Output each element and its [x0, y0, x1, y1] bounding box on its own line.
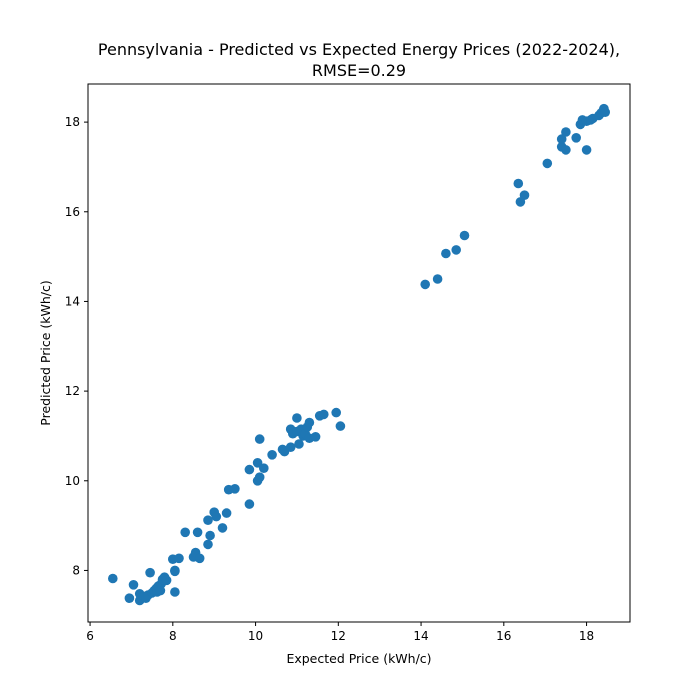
- x-tick-label: 16: [496, 629, 511, 643]
- x-tick-label: 18: [579, 629, 594, 643]
- data-point: [304, 417, 315, 428]
- data-point: [294, 439, 304, 449]
- data-point: [170, 565, 180, 576]
- y-axis-label: Predicted Price (kWh/c): [38, 280, 53, 425]
- y-tick-label: 8: [72, 563, 80, 577]
- data-point: [542, 158, 553, 169]
- y-tick-label: 18: [65, 115, 80, 129]
- data-point: [108, 573, 118, 584]
- x-tick-label: 14: [413, 629, 428, 643]
- data-point: [451, 245, 462, 255]
- data-point: [254, 434, 265, 444]
- data-point: [259, 463, 269, 474]
- data-point: [170, 587, 180, 597]
- data-point: [221, 508, 232, 518]
- data-point: [285, 442, 296, 453]
- data-point: [561, 127, 571, 137]
- data-point: [519, 190, 530, 200]
- x-axis-ticks: 6 8 10 12 14 16 18: [86, 622, 594, 643]
- data-point: [441, 248, 451, 259]
- x-axis-label: Expected Price (kWh/c): [286, 651, 431, 666]
- data-point: [292, 413, 302, 423]
- data-point: [581, 145, 592, 155]
- data-point: [459, 230, 470, 241]
- data-point: [244, 464, 255, 475]
- data-point: [161, 575, 172, 586]
- data-point: [194, 553, 205, 564]
- data-point: [230, 484, 240, 494]
- data-point: [561, 145, 571, 155]
- x-tick-label: 12: [331, 629, 346, 643]
- x-tick-label: 6: [86, 629, 94, 643]
- y-tick-label: 14: [65, 294, 80, 308]
- data-point: [192, 527, 203, 538]
- data-point: [335, 421, 346, 431]
- x-tick-label: 8: [169, 629, 177, 643]
- y-tick-label: 16: [65, 205, 80, 219]
- y-tick-label: 12: [65, 384, 80, 398]
- chart-title-line2: RMSE=0.29: [312, 61, 406, 80]
- data-point: [205, 530, 215, 541]
- data-point: [420, 279, 431, 290]
- y-tick-label: 10: [65, 474, 80, 488]
- data-point: [252, 458, 263, 468]
- data-point: [571, 133, 581, 143]
- data-point: [267, 450, 277, 460]
- data-point: [128, 580, 139, 590]
- data-point: [513, 178, 524, 189]
- y-axis-ticks: 8 10 12 14 16 18: [65, 115, 88, 577]
- data-point: [556, 134, 567, 144]
- data-points: [108, 103, 610, 606]
- x-tick-label: 10: [248, 629, 263, 643]
- data-point: [203, 539, 213, 550]
- chart-title-line1: Pennsylvania - Predicted vs Expected Ene…: [98, 40, 620, 59]
- plot-frame: [87, 83, 631, 623]
- data-point: [203, 515, 213, 525]
- data-point: [211, 511, 222, 522]
- data-point: [174, 553, 184, 564]
- data-point: [331, 407, 342, 418]
- data-point: [319, 409, 329, 420]
- data-point: [145, 567, 155, 578]
- data-point: [432, 274, 443, 284]
- data-point: [217, 523, 228, 533]
- data-point: [180, 527, 190, 538]
- data-point: [600, 107, 610, 117]
- data-point: [310, 432, 321, 442]
- data-point: [124, 593, 135, 603]
- data-point: [244, 499, 255, 509]
- data-point: [254, 472, 265, 483]
